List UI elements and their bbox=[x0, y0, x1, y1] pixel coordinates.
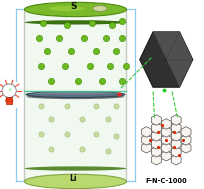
Text: F-N-C-1000: F-N-C-1000 bbox=[145, 178, 187, 184]
Polygon shape bbox=[151, 123, 161, 133]
Text: Li: Li bbox=[70, 174, 77, 183]
Ellipse shape bbox=[24, 166, 126, 171]
Polygon shape bbox=[151, 146, 161, 157]
Polygon shape bbox=[142, 143, 151, 153]
Polygon shape bbox=[181, 135, 191, 145]
Ellipse shape bbox=[24, 20, 126, 25]
Ellipse shape bbox=[50, 6, 85, 11]
Ellipse shape bbox=[2, 84, 16, 98]
Polygon shape bbox=[171, 139, 181, 149]
Polygon shape bbox=[171, 154, 181, 165]
Polygon shape bbox=[24, 9, 126, 181]
Polygon shape bbox=[181, 127, 191, 137]
Polygon shape bbox=[142, 135, 151, 145]
Ellipse shape bbox=[26, 91, 125, 98]
Polygon shape bbox=[171, 123, 181, 133]
Polygon shape bbox=[151, 115, 161, 125]
Polygon shape bbox=[161, 119, 171, 129]
Polygon shape bbox=[161, 127, 171, 137]
Polygon shape bbox=[6, 97, 12, 104]
Ellipse shape bbox=[24, 174, 126, 189]
Polygon shape bbox=[171, 131, 181, 141]
Text: S: S bbox=[70, 2, 77, 11]
Ellipse shape bbox=[27, 94, 124, 99]
Polygon shape bbox=[140, 32, 193, 87]
Polygon shape bbox=[151, 154, 161, 165]
Polygon shape bbox=[161, 135, 171, 145]
Polygon shape bbox=[153, 32, 193, 87]
Polygon shape bbox=[151, 131, 161, 141]
Polygon shape bbox=[161, 143, 171, 153]
Text: ⚡: ⚡ bbox=[7, 88, 11, 93]
Ellipse shape bbox=[34, 92, 117, 95]
Polygon shape bbox=[142, 127, 151, 137]
Polygon shape bbox=[151, 139, 161, 149]
Polygon shape bbox=[171, 146, 181, 157]
Ellipse shape bbox=[24, 2, 126, 17]
Polygon shape bbox=[171, 115, 181, 125]
Polygon shape bbox=[161, 150, 171, 161]
Ellipse shape bbox=[93, 6, 107, 11]
Polygon shape bbox=[181, 143, 191, 153]
